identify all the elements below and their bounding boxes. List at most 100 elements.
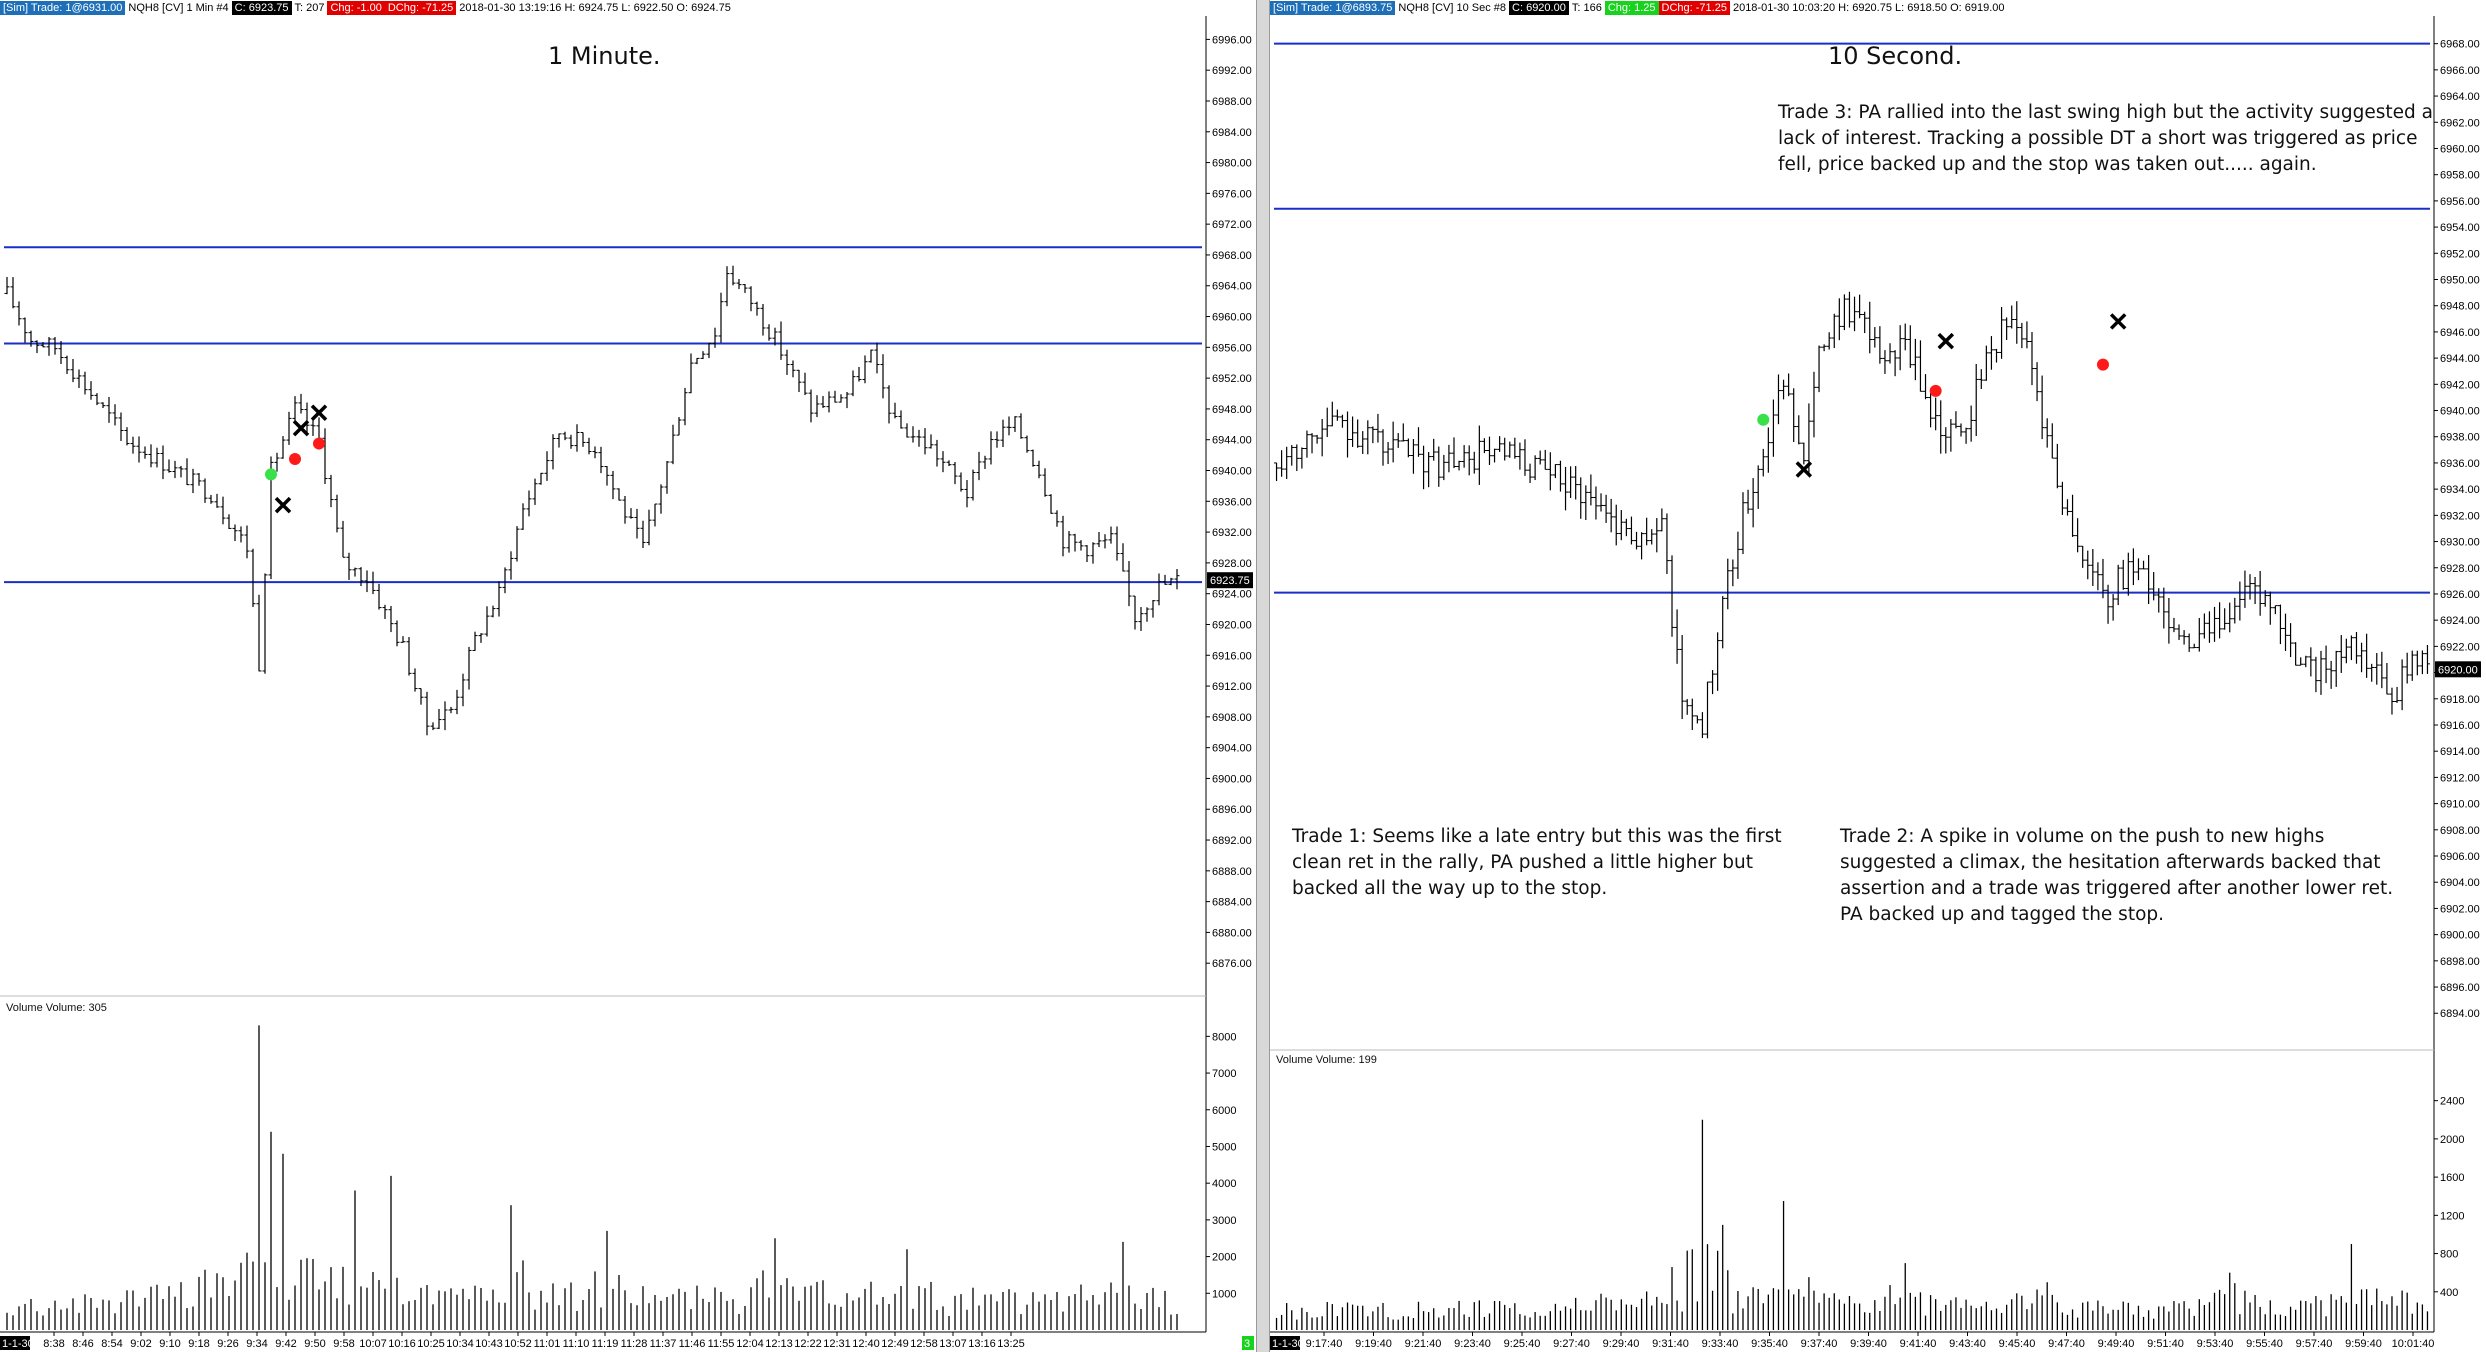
left-price-bar xyxy=(688,353,694,394)
right-price-bar xyxy=(2242,570,2248,608)
left-price-bar xyxy=(442,701,448,731)
left-price-bar xyxy=(22,317,28,343)
right-price-bar xyxy=(1968,405,1974,442)
right-price-bar xyxy=(2227,602,2233,633)
right-price-bar xyxy=(1628,516,1634,545)
right-price-bar xyxy=(2095,562,2101,591)
left-price-bar xyxy=(982,455,988,469)
left-price-bar xyxy=(202,478,208,503)
left-price-bar xyxy=(814,395,820,418)
left-header-field-3: T: 207 xyxy=(294,2,325,14)
left-price-bar xyxy=(346,552,352,580)
right-price-bar xyxy=(2237,581,2243,621)
left-time-tick-label: 13:07 xyxy=(939,1338,967,1350)
right-price-bar xyxy=(1720,596,1726,649)
right-price-tick-label: 6938.00 xyxy=(2440,432,2480,444)
left-price-bar xyxy=(556,433,562,448)
left-price-bar xyxy=(700,351,706,360)
left-price-bar xyxy=(214,493,220,508)
left-price-bar xyxy=(544,451,550,481)
left-price-bar xyxy=(586,437,592,455)
left-time-tick-label: 11:28 xyxy=(621,1338,648,1350)
right-price-bar xyxy=(2196,618,2202,652)
right-time-tick-label: 9:57:40 xyxy=(2296,1338,2333,1350)
right-trade-entry-marker xyxy=(1757,413,1770,426)
right-price-bar xyxy=(1639,532,1645,560)
right-price-bar xyxy=(1912,338,1918,381)
left-price-bar xyxy=(478,633,484,643)
right-time-tick-label: 9:29:40 xyxy=(1603,1338,1640,1350)
right-price-bar xyxy=(2024,321,2030,349)
left-price-bar xyxy=(610,470,616,500)
right-price-bar xyxy=(2338,635,2344,673)
right-price-bar xyxy=(1426,452,1432,488)
right-price-bar xyxy=(2049,423,2055,459)
left-price-bar xyxy=(1066,531,1072,553)
left-price-bar xyxy=(136,436,142,463)
chart-header-10sec: [Sim] Trade: 1@6893.75 NQH8 [CV] 10 Sec #… xyxy=(1270,0,2008,16)
right-price-bar xyxy=(1892,350,1898,377)
right-price-bar xyxy=(2201,613,2207,639)
left-price-tick-label: 6884.00 xyxy=(1212,897,1252,909)
right-price-tick-label: 6906.00 xyxy=(2440,851,2480,863)
right-price-bar xyxy=(2176,624,2182,641)
right-price-bar xyxy=(1486,436,1492,465)
left-price-bar xyxy=(304,402,310,434)
right-volume-tick-label: 400 xyxy=(2440,1287,2458,1299)
right-time-tick-label: 9:31:40 xyxy=(1652,1338,1689,1350)
right-price-tick-label: 6940.00 xyxy=(2440,406,2480,418)
left-price-bar xyxy=(112,404,118,426)
left-time-tick-label: 9:34 xyxy=(246,1338,267,1350)
right-price-bar xyxy=(1999,307,2005,359)
annotation-trade-1: Trade 1: Seems like a late entry but thi… xyxy=(1292,826,1782,899)
right-trade-exit-marker xyxy=(1795,461,1813,478)
right-price-bar xyxy=(1730,559,1736,587)
right-price-bar xyxy=(1755,465,1761,509)
right-time-tick-label: 9:17:40 xyxy=(1306,1338,1343,1350)
right-trade-exit-marker xyxy=(2109,313,2127,330)
right-price-bar xyxy=(1375,413,1381,443)
right-price-bar xyxy=(1715,632,1721,691)
right-price-bar xyxy=(1563,466,1569,511)
right-price-bar xyxy=(2019,322,2025,349)
left-time-tick-label: 11:10 xyxy=(563,1338,590,1350)
right-price-bar xyxy=(1826,332,1832,350)
right-price-bar xyxy=(1882,350,1888,374)
left-time-tick-label: 9:42 xyxy=(275,1338,296,1350)
price-chart-1min[interactable]: 6996.00 6992.00 6988.00 6984.00 6980.00 6976.… xyxy=(0,0,1256,1352)
left-time-tick-label: 8:46 xyxy=(72,1338,93,1350)
right-price-bar xyxy=(2004,317,2010,340)
left-price-bar xyxy=(808,389,814,423)
right-price-bar xyxy=(1400,423,1406,442)
left-price-bar xyxy=(670,424,676,465)
right-price-bar xyxy=(1857,294,1863,319)
right-price-bar xyxy=(1948,419,1954,452)
left-price-bar xyxy=(370,571,376,595)
left-price-bar xyxy=(868,349,874,363)
left-price-bar xyxy=(1048,494,1054,514)
left-price-bar xyxy=(88,381,94,400)
right-price-bar xyxy=(2359,642,2365,673)
left-price-bar xyxy=(466,646,472,690)
left-price-bar xyxy=(862,355,868,384)
left-price-bar xyxy=(226,514,232,530)
right-price-bar xyxy=(1781,379,1787,400)
right-price-bar xyxy=(1334,409,1340,421)
left-price-bar xyxy=(10,277,16,309)
left-price-bar xyxy=(364,570,370,593)
left-price-bar xyxy=(142,446,148,459)
right-header-field-0: [Sim] Trade: 1@6893.75 xyxy=(1270,1,1396,15)
left-price-bar xyxy=(1054,510,1060,527)
right-price-bar xyxy=(2029,332,2035,386)
left-price-bar xyxy=(838,394,844,403)
left-price-bar xyxy=(400,636,406,643)
right-header-field-2: C: 6920.00 xyxy=(1509,1,1569,15)
left-price-bar xyxy=(376,583,382,610)
right-price-bar xyxy=(1339,414,1345,428)
right-price-bar xyxy=(2399,659,2405,711)
left-price-bar xyxy=(712,327,718,348)
panel-divider[interactable] xyxy=(1256,0,1270,1352)
price-chart-10sec[interactable]: 6968.00 6966.00 6964.00 6962.00 6960.00 6958.… xyxy=(1270,0,2486,1352)
right-price-bar xyxy=(2090,549,2096,586)
left-price-bar xyxy=(988,431,994,465)
